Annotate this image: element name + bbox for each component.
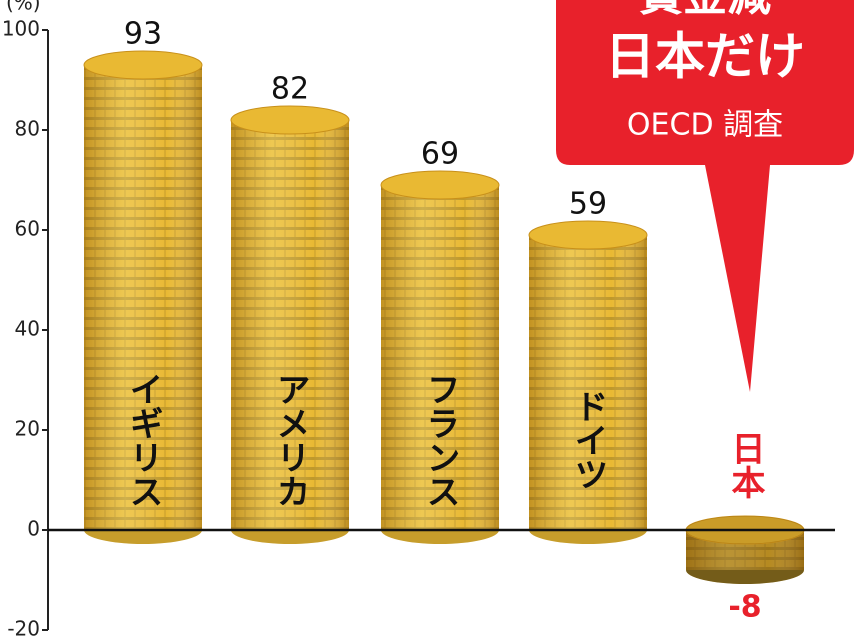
coin-shading bbox=[231, 120, 349, 530]
value-label: 59 bbox=[569, 187, 607, 222]
y-tick-label: -20 bbox=[7, 617, 40, 637]
callout-text: OECD 調査 bbox=[627, 108, 783, 143]
callout-bubble bbox=[556, 0, 854, 392]
callout-text: 賃金減 bbox=[638, 0, 771, 21]
value-label: 93 bbox=[124, 17, 162, 52]
coin-shading bbox=[84, 65, 202, 530]
category-label: アメリカ bbox=[270, 372, 310, 508]
category-label: 日本 bbox=[725, 431, 765, 499]
callout-text: 日本だけ bbox=[605, 28, 805, 86]
coin-shading bbox=[381, 185, 499, 530]
y-tick-label: 100 bbox=[2, 17, 40, 41]
category-label: ドイツ bbox=[568, 389, 608, 491]
y-tick-label: 0 bbox=[27, 517, 40, 541]
coin-shading bbox=[529, 235, 647, 530]
y-tick-label: 60 bbox=[15, 217, 40, 241]
y-tick-label: 80 bbox=[15, 117, 40, 141]
y-axis-label: (%) bbox=[6, 0, 41, 15]
value-label: -8 bbox=[728, 590, 761, 625]
category-label: フランス bbox=[420, 372, 460, 508]
coin-top bbox=[528, 220, 648, 250]
value-label: 82 bbox=[271, 72, 309, 107]
coin-top bbox=[83, 50, 203, 80]
value-label: 69 bbox=[421, 137, 459, 172]
y-tick-label: 20 bbox=[15, 417, 40, 441]
category-label: イギリス bbox=[123, 372, 163, 508]
coin-top bbox=[230, 105, 350, 135]
y-tick-label: 40 bbox=[15, 317, 40, 341]
coin-top bbox=[380, 170, 500, 200]
